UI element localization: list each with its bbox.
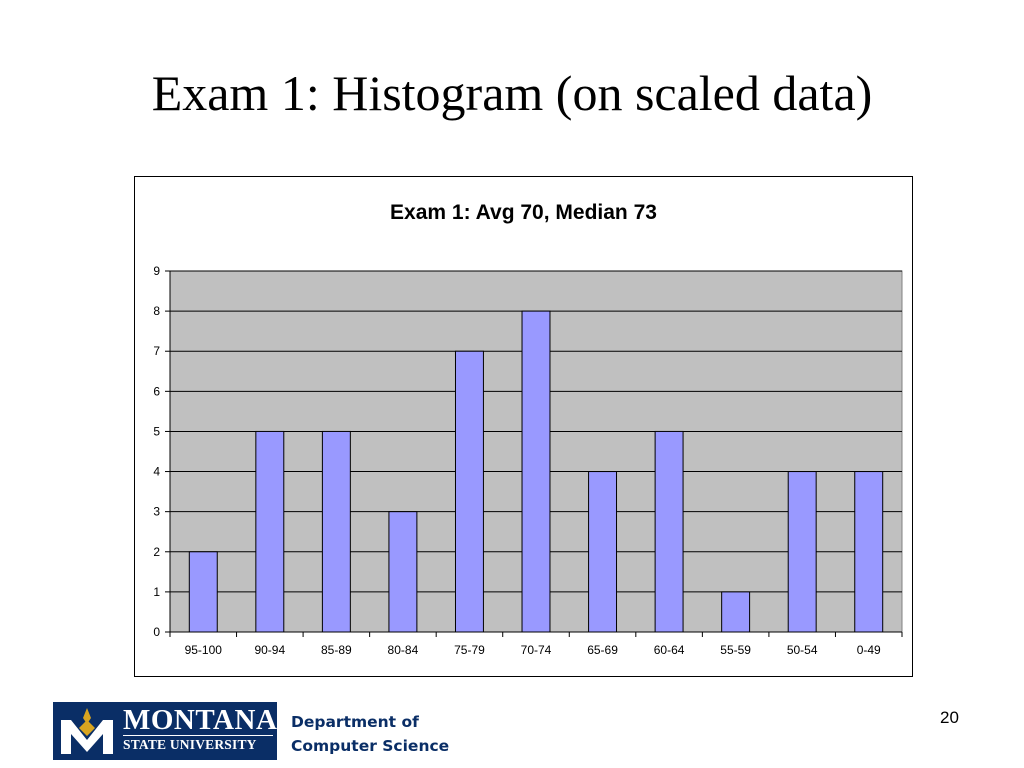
x-tick-label: 55-59	[720, 643, 751, 657]
bar-80-84	[388, 511, 418, 633]
department-label: Department of Computer Science	[291, 710, 449, 758]
bar-70-74	[521, 310, 551, 633]
bar-75-79	[454, 350, 484, 633]
x-tick-label: 95-100	[185, 643, 223, 657]
logo-montana-text: MONTANA	[123, 704, 278, 736]
x-tick-label: 50-54	[787, 643, 818, 657]
bar-60-64	[654, 430, 684, 633]
logo-divider	[123, 735, 273, 736]
bar-0-49	[854, 471, 884, 633]
bar-65-69	[588, 471, 618, 633]
y-tick-label: 0	[153, 625, 160, 639]
x-tick-label: 65-69	[587, 643, 618, 657]
bar-85-89	[321, 430, 351, 633]
histogram-chart: 0 1 2 3 4 5 6 7 8 9 95-100 90-94 85-89 80-84 75-79 70-7…	[153, 264, 903, 657]
y-tick-label: 3	[153, 505, 160, 519]
chart-frame: Exam 1: Avg 70, Median 73 0 1 2 3 4 5 6 7 8 9 95-1…	[134, 176, 913, 677]
x-tick-label: 70-74	[521, 643, 552, 657]
dept-line-2: Computer Science	[291, 737, 450, 755]
dept-line-1: Department of	[291, 713, 419, 731]
x-tick-label: 0-49	[857, 643, 881, 657]
page-number: 20	[940, 708, 959, 727]
bar-50-54	[787, 471, 817, 633]
msu-m-logo-icon	[61, 708, 113, 754]
slide-title: Exam 1: Histogram (on scaled data)	[151, 65, 873, 121]
logo-state-university-text: STATE UNIVERSITY	[123, 737, 257, 752]
montana-state-logo: MONTANA STATE UNIVERSITY	[53, 702, 277, 760]
bar-55-59	[721, 591, 751, 633]
y-tick-label: 8	[153, 304, 160, 318]
bar-95-100	[188, 551, 218, 633]
y-tick-label: 4	[153, 465, 160, 479]
y-tick-label: 5	[153, 424, 160, 438]
x-tick-label: 75-79	[454, 643, 485, 657]
x-tick-label: 90-94	[254, 643, 285, 657]
y-tick-label: 2	[153, 545, 160, 559]
y-tick-label: 9	[153, 264, 160, 278]
x-tick-label: 85-89	[321, 643, 352, 657]
y-tick-label: 7	[153, 344, 160, 358]
chart-title: Exam 1: Avg 70, Median 73	[390, 201, 657, 224]
y-tick-label: 6	[153, 384, 160, 398]
y-tick-label: 1	[153, 585, 160, 599]
bar-90-94	[255, 430, 285, 633]
x-tick-label: 60-64	[654, 643, 685, 657]
x-tick-label: 80-84	[388, 643, 419, 657]
